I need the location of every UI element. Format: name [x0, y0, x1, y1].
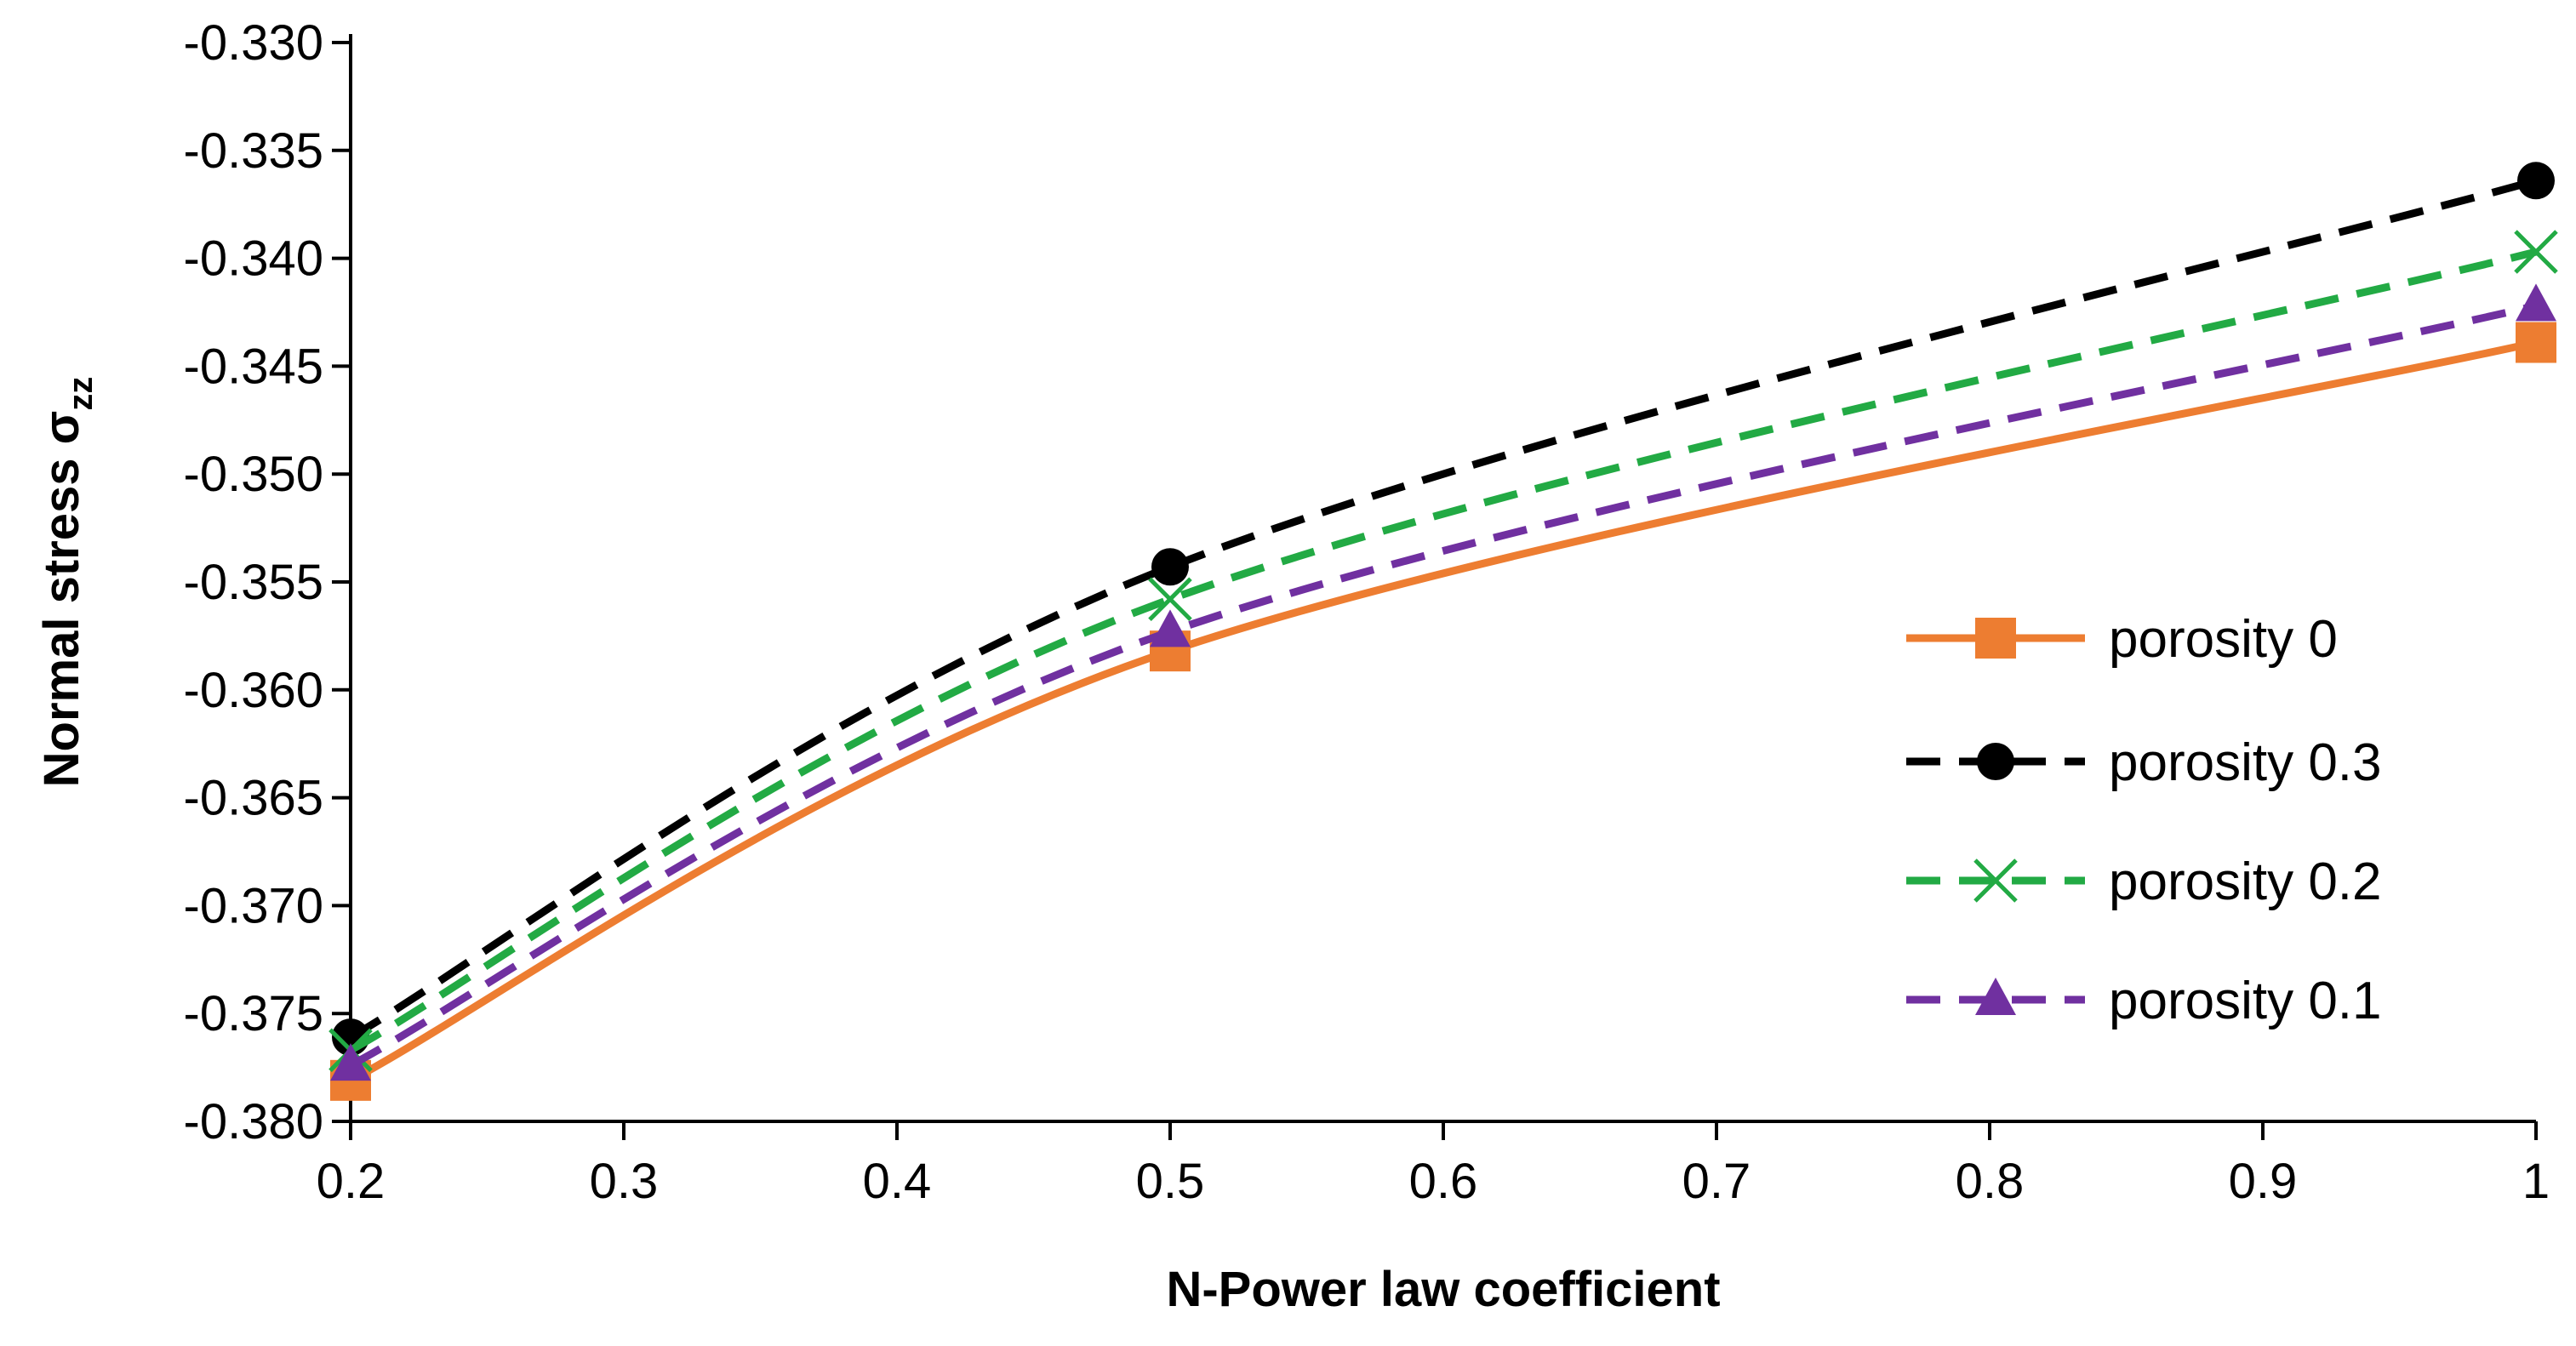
series-layer	[328, 162, 2558, 1101]
y-axis-title-main: Normal stress σ	[34, 411, 89, 788]
x-tick-label: 1	[2522, 1154, 2550, 1209]
series-line	[348, 302, 2538, 1069]
marker-stroke	[2514, 230, 2558, 274]
series-line	[348, 339, 2537, 1084]
y-tick-label: -0.360	[184, 663, 323, 718]
series-line	[348, 248, 2538, 1054]
y-axis-title-subscript: zz	[62, 377, 100, 411]
legend-label: porosity 0.1	[2109, 972, 2382, 1030]
data-point	[1148, 577, 1192, 622]
legend-marker	[1975, 618, 2016, 659]
x-tick-label: 0.8	[1956, 1154, 2025, 1209]
y-tick-label: -0.340	[184, 231, 323, 287]
x-axis-title: N-Power law coefficient	[1166, 1262, 1720, 1317]
x-tick-label: 0.5	[1136, 1154, 1205, 1209]
y-tick-label: -0.350	[184, 447, 323, 502]
marker-stroke	[1973, 858, 2018, 903]
data-point	[330, 1043, 371, 1081]
data-point	[2516, 283, 2556, 322]
y-tick-label: -0.355	[184, 555, 323, 610]
y-axis-title: Normal stress σzz	[34, 377, 100, 788]
legend-label: porosity 0.2	[2109, 853, 2382, 911]
x-tick-label: 0.9	[2229, 1154, 2298, 1209]
series-porosity-0_3	[332, 162, 2555, 1057]
legend-marker	[1973, 858, 2018, 903]
data-point	[2517, 162, 2555, 200]
legend-item: porosity 0.3	[1906, 733, 2382, 792]
series-porosity-0_2	[328, 230, 2558, 1073]
series-porosity-0_1	[330, 283, 2556, 1081]
data-point	[2516, 322, 2556, 363]
legend: porosity 0 porosity 0.3 porosity 0.2 porosi…	[1906, 610, 2382, 1030]
legend-label: porosity 0	[2109, 610, 2338, 669]
y-tick-label: -0.365	[184, 771, 323, 826]
data-point	[1150, 609, 1191, 647]
x-tick-label: 0.7	[1682, 1154, 1751, 1209]
legend-item: porosity 0.1	[1906, 972, 2382, 1030]
y-tick-label: -0.335	[184, 123, 323, 179]
legend-item: porosity 0	[1906, 610, 2338, 669]
x-tick-label: 0.6	[1409, 1154, 1478, 1209]
series-line	[348, 176, 2538, 1041]
data-point	[2514, 230, 2558, 274]
y-tick-label: -0.375	[184, 986, 323, 1041]
legend-marker	[1975, 978, 2016, 1015]
y-tick-label: -0.345	[184, 339, 323, 394]
data-point	[1151, 548, 1189, 586]
marker-stroke	[1148, 577, 1192, 622]
y-tick-label: -0.330	[184, 15, 323, 71]
x-tick-label: 0.2	[317, 1154, 386, 1209]
legend-marker	[1977, 743, 2014, 780]
x-tick-label: 0.4	[863, 1154, 932, 1209]
y-tick-label: -0.370	[184, 878, 323, 933]
axes: -0.330 -0.335 -0.340 -0.345 -0.350 -0.355 -0.3…	[184, 15, 2550, 1209]
x-tick-label: 0.3	[590, 1154, 659, 1209]
legend-label: porosity 0.3	[2109, 733, 2382, 792]
y-tick-label: -0.380	[184, 1094, 323, 1149]
legend-item: porosity 0.2	[1906, 853, 2382, 911]
